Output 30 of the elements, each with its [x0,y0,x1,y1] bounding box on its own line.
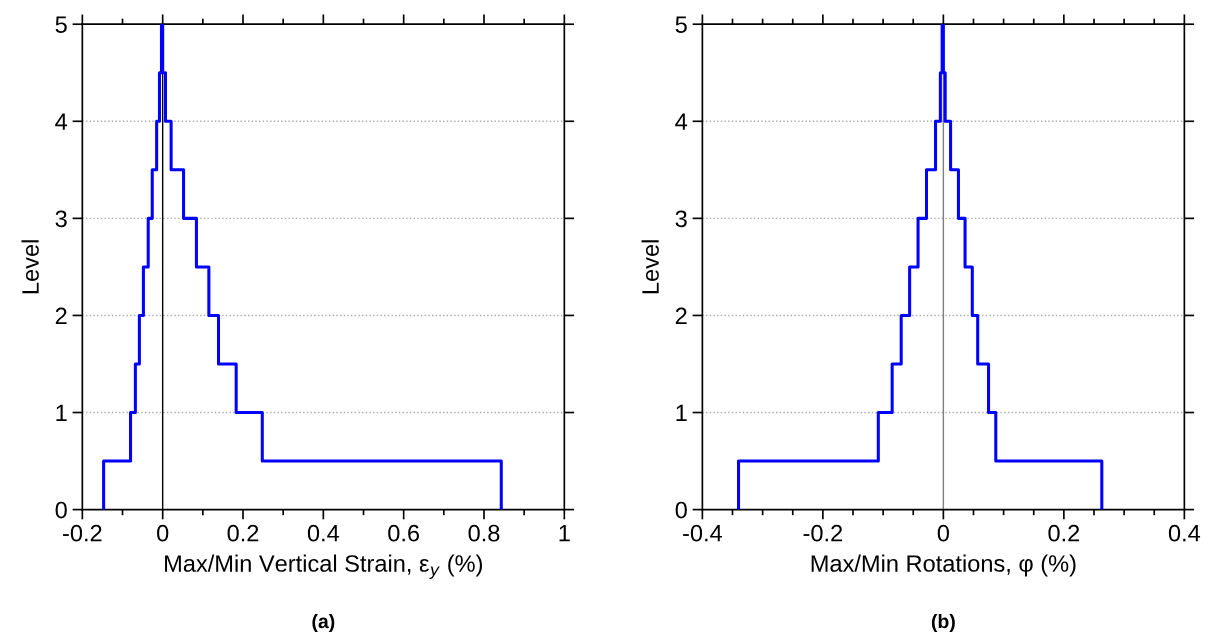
text: (a) [312,613,335,633]
y-tick-label: 0 [675,501,687,519]
y-tick-label: 4 [55,113,68,130]
y-tick-label: 0 [55,501,67,519]
y-tick-label: 2 [675,307,687,324]
x-tick-label: 0.6 [388,524,420,542]
x-tick-label: 0.2 [1048,524,1080,542]
y-tick-label: 4 [675,113,688,130]
y-tick-label: 5 [675,16,687,33]
x-tick-label: 0.8 [468,524,500,542]
x-tick-label: -0.2 [803,524,843,542]
x-axis-title: Max/Min Vertical Strain, ε$_{y}$ (%) [165,554,482,579]
x-tick-label: 0.4 [1168,524,1201,542]
x-tick-label: -0.2 [63,524,102,542]
x-tick-label: 0.4 [307,524,340,542]
x-tick-label: 0 [157,524,169,542]
y-tick-label: 1 [676,404,687,422]
y-tick-label: 3 [675,210,687,228]
x-tick-label: -0.4 [683,524,723,542]
x-axis-title: Max/Min Rotations, φ (%) [811,554,1076,577]
text: (b) [931,613,955,633]
y-tick-label: 2 [55,307,67,324]
y-tick-label: 1 [56,404,67,422]
x-tick-label: 0 [937,524,950,542]
y-axis-title: Level [21,240,39,294]
x-tick-label: 1 [559,525,570,542]
x-tick-label: 0.2 [227,524,259,542]
y-axis-title: Level [641,240,659,294]
y-tick-label: 3 [55,210,67,228]
y-tick-label: 5 [55,16,67,33]
